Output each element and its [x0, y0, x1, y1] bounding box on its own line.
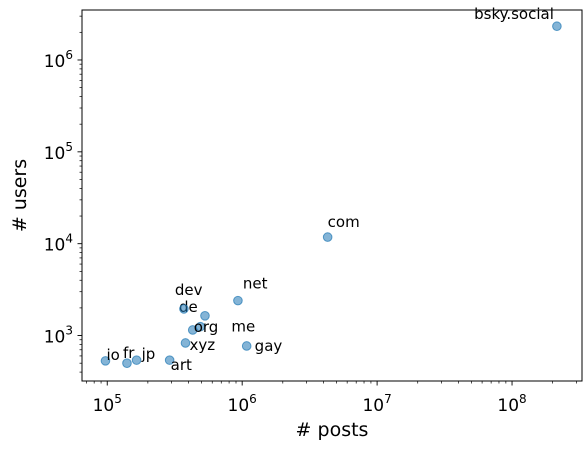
point-art [164, 355, 175, 365]
plot-frame [81, 9, 583, 382]
x-tick-label: 105 [93, 392, 122, 416]
point-label: me [231, 318, 255, 336]
point-gay [241, 341, 252, 351]
y-tick-label: 103 [44, 324, 73, 348]
point-xyz [180, 338, 191, 348]
point-label: io [106, 346, 119, 364]
point-org [187, 325, 198, 335]
point-de [200, 311, 210, 321]
point-label: fr [123, 344, 135, 362]
x-tick-label: 108 [497, 392, 526, 416]
point-jp [131, 355, 142, 365]
point-bsky-social [552, 21, 562, 32]
y-tick-label: 104 [44, 232, 73, 256]
point-label: com [328, 213, 360, 231]
x-tick-label: 106 [228, 392, 257, 416]
point-label: net [243, 275, 268, 293]
point-label: art [171, 356, 192, 374]
point-label: org [194, 318, 219, 336]
point-label: gay [255, 337, 283, 355]
y-tick-label: 105 [44, 140, 73, 164]
point-dev [179, 304, 189, 314]
y-tick-label: 106 [44, 48, 73, 72]
x-axis-label: # posts [296, 419, 369, 441]
point-net [233, 295, 243, 306]
point-io [100, 356, 111, 366]
point-label: dev [175, 281, 203, 299]
point-com [322, 232, 333, 242]
point-fr [122, 358, 132, 368]
x-tick-label: 107 [362, 392, 391, 416]
axis-ticks: 105 106 107 108 103 104 105 106 [44, 15, 577, 416]
point-label: bsky.social [474, 5, 554, 23]
y-axis-label: # users [9, 159, 31, 232]
point-label: xyz [189, 336, 215, 354]
point-label: jp [141, 345, 156, 363]
